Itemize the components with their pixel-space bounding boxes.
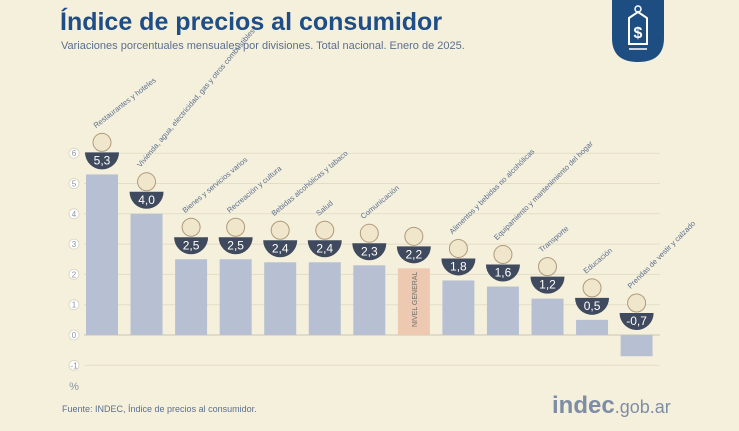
data-label: 1,2 — [539, 278, 556, 292]
y-tick-label: 6 — [72, 149, 77, 158]
y-tick-dot — [68, 268, 80, 280]
brand-main: indec — [552, 392, 615, 419]
y-tick-label: 1 — [72, 301, 77, 310]
value-label-bg — [263, 240, 298, 258]
bar-1 — [130, 213, 163, 335]
bar-6 — [353, 265, 386, 335]
page-subtitle: Variaciones porcentuales mensuales por d… — [61, 40, 465, 52]
bar-10 — [531, 298, 564, 335]
data-label: 2,2 — [406, 247, 423, 261]
data-label: 2,4 — [316, 241, 333, 255]
category-label: Educación — [582, 246, 615, 275]
category-label: NIVEL GENERAL — [412, 272, 419, 327]
value-label-bg — [396, 246, 431, 264]
brand-suffix: .gob.ar — [614, 397, 671, 417]
category-label: Salud — [314, 199, 334, 218]
y-tick-dot — [68, 359, 80, 371]
clothing-icon — [627, 293, 647, 313]
source-note: Fuente: INDEC, Índice de precios al cons… — [62, 404, 257, 414]
shopping-basket-icon — [404, 226, 424, 246]
bar-7 — [397, 268, 430, 335]
y-tick-dot — [68, 329, 80, 341]
page-title: Índice de precios al consumidor — [60, 8, 443, 36]
y-tick-label: 4 — [72, 210, 77, 219]
value-label-bg — [85, 152, 119, 170]
bar-9 — [486, 286, 519, 335]
beverages-icon — [270, 220, 290, 240]
mobile-phone-icon — [359, 223, 379, 243]
data-label: 2,5 — [183, 238, 200, 252]
price-tag-dollar-icon: $ — [612, 0, 664, 62]
value-label-bg — [441, 258, 476, 276]
lightbulb-icon — [137, 172, 157, 192]
category-label: Equipamiento y mantenimiento del hogar — [492, 139, 595, 242]
category-label: Comunicación — [359, 183, 401, 220]
data-label: 2,3 — [361, 244, 378, 258]
category-label: Alimentos y bebidas no alcohólicas — [447, 147, 536, 236]
value-label-bg — [485, 264, 520, 282]
value-label-bg — [218, 237, 253, 255]
data-label: 1,6 — [495, 266, 512, 280]
fork-knife-plate-icon — [92, 132, 112, 152]
y-tick-label: 0 — [72, 331, 77, 340]
y-tick-dot — [68, 208, 80, 220]
bar-3 — [219, 259, 252, 335]
value-label-bg — [530, 276, 565, 294]
y-tick-label: -1 — [70, 361, 78, 370]
value-label-bg — [352, 243, 387, 261]
data-label: 0,5 — [584, 299, 601, 313]
value-label-bg — [129, 191, 164, 209]
value-label-bg — [307, 240, 342, 258]
y-tick-dot — [68, 178, 80, 189]
bar-4 — [264, 262, 297, 335]
bar-2 — [175, 259, 208, 335]
bus-icon — [538, 257, 557, 277]
household-icon — [493, 245, 513, 265]
category-label: Transporte — [537, 224, 570, 254]
category-label: Vivienda, agua, electricidad, gas y otro… — [135, 27, 257, 170]
data-label: 1,8 — [450, 259, 467, 273]
category-label: Restaurantes y hoteles — [92, 76, 158, 130]
y-tick-dot — [68, 238, 80, 250]
data-label: 4,0 — [138, 193, 155, 207]
svg-text:$: $ — [634, 25, 643, 42]
data-label: 2,5 — [227, 238, 244, 252]
shopping-items-icon — [181, 217, 201, 237]
bar-11 — [576, 319, 609, 335]
data-label: 2,4 — [272, 241, 289, 255]
category-label: Prendas de vestir y calzado — [626, 219, 698, 291]
bar-5 — [308, 262, 341, 335]
y-tick-label: 3 — [72, 240, 77, 249]
y-tick-label: 5 — [72, 180, 77, 189]
y-tick-dot — [68, 299, 80, 311]
food-icon — [448, 238, 468, 258]
brand-logo: indec.gob.ar — [552, 392, 671, 420]
y-axis-unit: % — [69, 381, 79, 393]
bar-0 — [86, 174, 118, 335]
y-tick-dot — [68, 147, 80, 159]
book-icon — [582, 278, 602, 298]
value-label-bg — [174, 237, 209, 255]
bar-12 — [620, 335, 653, 357]
medical-cross-icon — [315, 220, 335, 240]
y-tick-label: 2 — [72, 270, 77, 279]
data-label: 5,3 — [94, 153, 111, 167]
value-label-bg — [619, 313, 654, 330]
beach-umbrella-icon — [226, 217, 246, 237]
data-label: -0,7 — [626, 314, 647, 328]
value-label-bg — [575, 297, 610, 315]
bar-8 — [442, 280, 475, 335]
